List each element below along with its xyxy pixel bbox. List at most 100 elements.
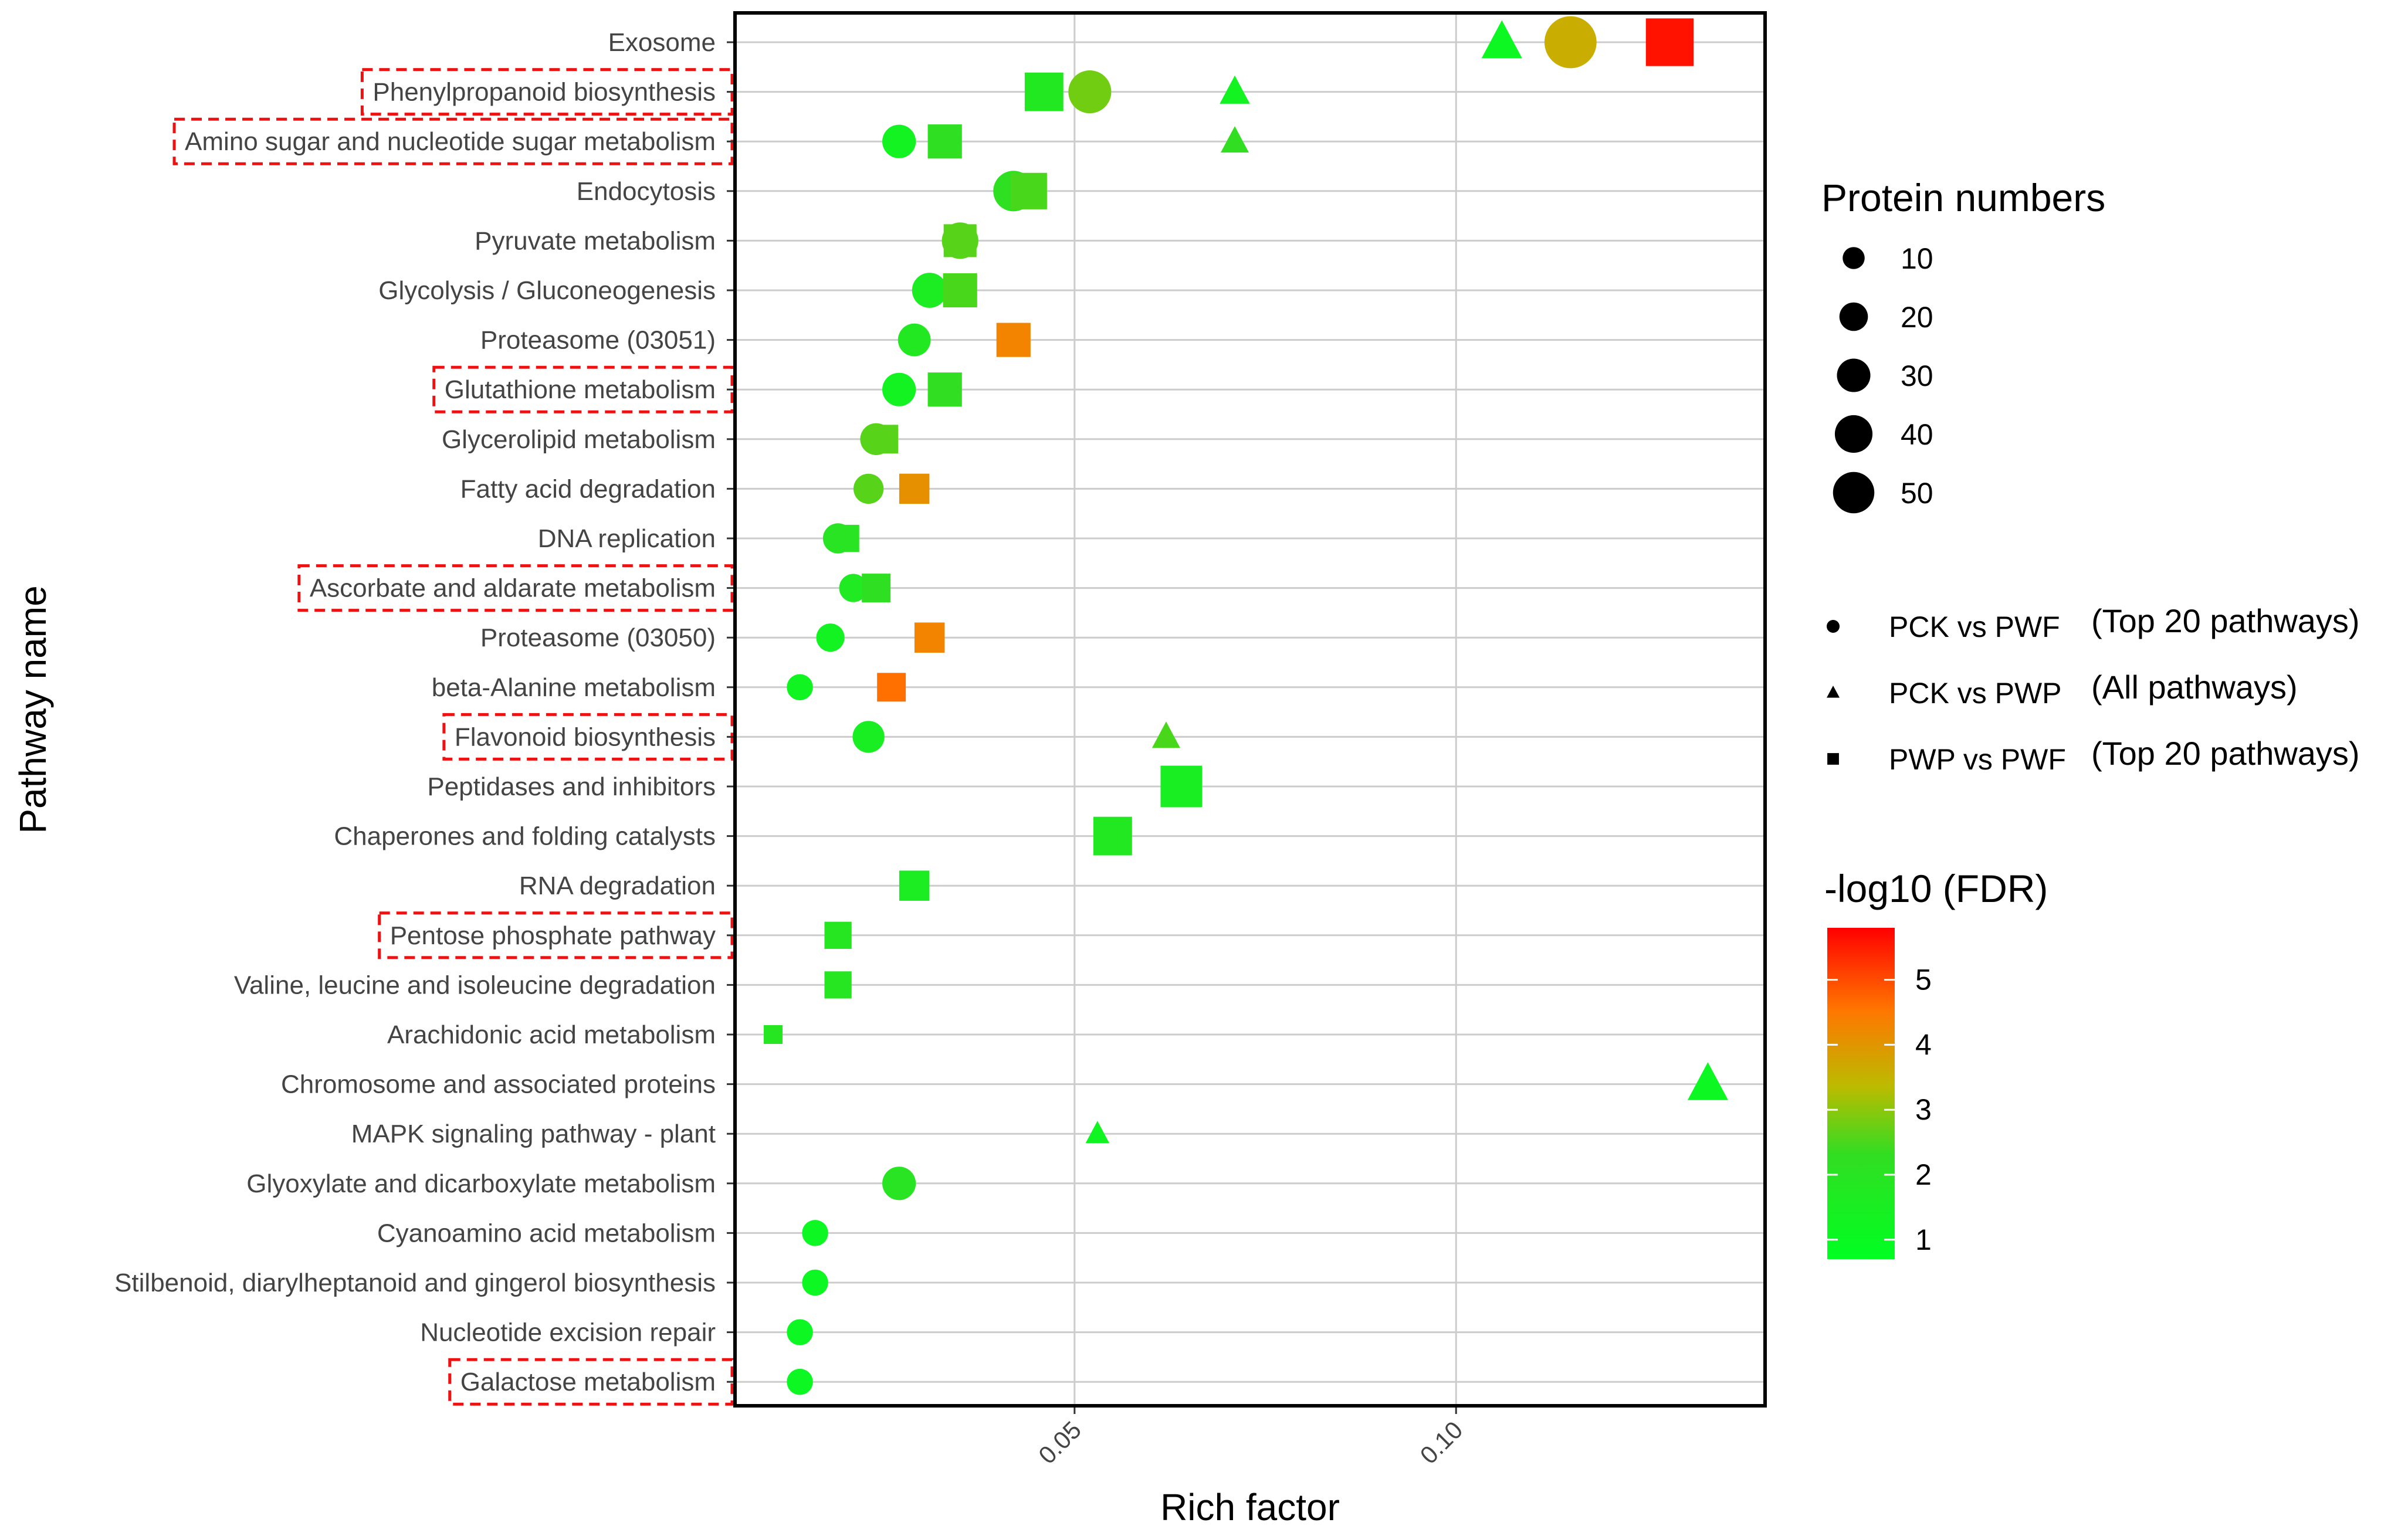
x-axis-title: Rich factor <box>1160 1486 1340 1526</box>
point-pwp-vs-pwf-glycolysis-gluconeogenesis <box>943 273 977 308</box>
point-pwp-vs-pwf-glutathione-metabolism <box>927 372 962 407</box>
point-pck-vs-pwf-proteasome-03050 <box>816 623 845 652</box>
point-pck-vs-pwp-flavonoid-biosynthesis <box>1151 721 1180 748</box>
color-legend: 1 2 3 4 5 <box>1827 964 1932 1256</box>
point-pwp-vs-pwf-peptidases-and-inhibitors <box>1160 765 1203 808</box>
color-tick-label-4: 4 <box>1915 1028 1932 1061</box>
point-pwp-vs-pwf-beta-alanine-metabolism <box>877 673 906 702</box>
y-tick-label-arachidonic-acid-metabolism: Arachidonic acid metabolism <box>387 1020 716 1049</box>
point-pwp-vs-pwf-dna-replication <box>832 524 859 552</box>
y-tick-label-mapk-signaling-pathway-plant: MAPK signaling pathway - plant <box>351 1120 716 1148</box>
point-pck-vs-pwf-phenylpropanoid-biosynthesis <box>1068 70 1112 114</box>
point-pck-vs-pwf-fatty-acid-degradation <box>853 473 884 504</box>
point-pwp-vs-pwf-amino-sugar-and-nucleotide-sugar-metabolism <box>927 124 962 159</box>
point-pck-vs-pwf-glycolysis-gluconeogenesis <box>912 273 947 308</box>
point-pck-vs-pwp-phenylpropanoid-biosynthesis <box>1220 75 1250 104</box>
y-tick-label-pentose-phosphate-pathway: Pentose phosphate pathway <box>390 921 716 950</box>
point-pwp-vs-pwf-pyruvate-metabolism <box>943 224 977 257</box>
size-legend-marker-10 <box>1843 247 1865 269</box>
y-tick-label-exosome: Exosome <box>608 28 716 57</box>
legend: Protein numbers 10 20 30 40 50 PCK vs PWF (To… <box>1821 176 2360 1259</box>
point-pck-vs-pwf-glutathione-metabolism <box>882 372 916 406</box>
y-tick-label-glycerolipid-metabolism: Glycerolipid metabolism <box>442 425 716 454</box>
y-tick-label-fatty-acid-degradation: Fatty acid degradation <box>460 474 716 503</box>
point-pck-vs-pwf-beta-alanine-metabolism <box>787 674 813 701</box>
panel-border <box>733 11 1767 1408</box>
size-legend: 10 20 30 40 50 <box>1833 242 1933 514</box>
y-tick-label-proteasome-03051: Proteasome (03051) <box>480 326 716 355</box>
color-tick-label-3: 3 <box>1915 1093 1932 1126</box>
shape-legend-marker-pck-vs-pwf <box>1827 620 1840 633</box>
y-tick-label-nucleotide-excision-repair: Nucleotide excision repair <box>420 1318 716 1347</box>
point-pwp-vs-pwf-exosome <box>1645 18 1694 66</box>
highlight-box-galactose-metabolism <box>448 1358 734 1406</box>
point-pck-vs-pwf-amino-sugar-and-nucleotide-sugar-metabolism <box>882 124 916 158</box>
shape-legend-note-pwp-vs-pwf: (Top 20 pathways) <box>2091 735 2360 772</box>
point-pck-vs-pwp-amino-sugar-and-nucleotide-sugar-metabolism <box>1220 126 1249 153</box>
color-tick-label-5: 5 <box>1915 964 1932 996</box>
shape-legend-note-pck-vs-pwf: (Top 20 pathways) <box>2091 602 2360 639</box>
y-tick-label-galactose-metabolism: Galactose metabolism <box>460 1368 716 1396</box>
y-tick-label-endocytosis: Endocytosis <box>577 177 716 206</box>
y-tick-label-glyoxylate-and-dicarboxylate-metabolism: Glyoxylate and dicarboxylate metabolism <box>246 1169 716 1198</box>
y-tick-label-dna-replication: DNA replication <box>538 524 716 553</box>
color-tick-label-1: 1 <box>1915 1223 1932 1256</box>
y-tick-label-chaperones-and-folding-catalysts: Chaperones and folding catalysts <box>334 822 716 851</box>
y-tick-label-stilbenoid-diarylheptanoid-and-gingerol-biosynthesis: Stilbenoid, diarylheptanoid and gingerol… <box>114 1269 716 1297</box>
point-pwp-vs-pwf-valine-leucine-and-isoleucine-degradation <box>824 971 852 999</box>
shape-legend: PCK vs PWF (Top 20 pathways) PCK vs PWP (Al… <box>1827 602 2360 776</box>
y-tick-label-pyruvate-metabolism: Pyruvate metabolism <box>475 226 716 255</box>
point-pck-vs-pwf-exosome <box>1544 16 1597 69</box>
y-tick-label-phenylpropanoid-biosynthesis: Phenylpropanoid biosynthesis <box>372 78 716 107</box>
size-legend-label-30: 30 <box>1901 360 1933 392</box>
shape-legend-marker-pwp-vs-pwf <box>1827 753 1839 765</box>
y-tick-label-chromosome-and-associated-proteins: Chromosome and associated proteins <box>281 1070 716 1099</box>
data-points <box>764 16 1728 1395</box>
point-pck-vs-pwp-exosome <box>1481 20 1522 59</box>
y-tick-label-glutathione-metabolism: Glutathione metabolism <box>445 375 716 404</box>
size-legend-marker-50 <box>1833 472 1875 514</box>
y-tick-label-rna-degradation: RNA degradation <box>519 871 716 900</box>
shape-legend-note-pck-vs-pwp: (All pathways) <box>2091 669 2298 706</box>
size-legend-marker-20 <box>1839 302 1868 331</box>
size-legend-label-40: 40 <box>1901 418 1933 451</box>
point-pck-vs-pwp-mapk-signaling-pathway-plant <box>1085 1121 1110 1144</box>
point-pwp-vs-pwf-chaperones-and-folding-catalysts <box>1093 816 1132 856</box>
point-pwp-vs-pwf-glycerolipid-metabolism <box>869 425 899 454</box>
y-tick-label-cyanoamino-acid-metabolism: Cyanoamino acid metabolism <box>377 1219 716 1247</box>
point-pck-vs-pwf-stilbenoid-diarylheptanoid-and-gingerol-biosynthesis <box>802 1269 828 1296</box>
point-pwp-vs-pwf-endocytosis <box>1010 172 1047 209</box>
y-tick-label-flavonoid-biosynthesis: Flavonoid biosynthesis <box>455 723 716 751</box>
point-pck-vs-pwf-galactose-metabolism <box>787 1368 813 1395</box>
point-pck-vs-pwf-glyoxylate-and-dicarboxylate-metabolism <box>882 1166 916 1201</box>
point-pck-vs-pwf-nucleotide-excision-repair <box>787 1319 813 1345</box>
y-tick-labels: Exosome Phenylpropanoid biosynthesis Amino… <box>114 28 735 1396</box>
shape-legend-marker-pck-vs-pwp <box>1827 686 1840 698</box>
point-pck-vs-pwf-flavonoid-biosynthesis <box>852 721 885 753</box>
grid-lines <box>735 13 1765 1406</box>
shape-legend-label-pck-vs-pwp: PCK vs PWP <box>1889 677 2061 710</box>
size-legend-marker-30 <box>1837 358 1871 392</box>
shape-legend-label-pwp-vs-pwf: PWP vs PWF <box>1889 743 2066 776</box>
x-tick-labels: 0.05 0.10 <box>1033 1406 1468 1469</box>
point-pck-vs-pwf-cyanoamino-acid-metabolism <box>802 1220 828 1246</box>
point-pck-vs-pwf-proteasome-03051 <box>898 323 931 357</box>
y-tick-label-beta-alanine-metabolism: beta-Alanine metabolism <box>432 673 716 702</box>
shape-legend-label-pck-vs-pwf: PCK vs PWF <box>1889 611 2060 643</box>
color-tick-label-2: 2 <box>1915 1158 1932 1191</box>
y-axis-title: Pathway name <box>12 585 54 833</box>
point-pwp-vs-pwf-arachidonic-acid-metabolism <box>764 1025 783 1045</box>
y-tick-label-amino-sugar-and-nucleotide-sugar-metabolism: Amino sugar and nucleotide sugar metabol… <box>185 127 716 156</box>
point-pwp-vs-pwf-phenylpropanoid-biosynthesis <box>1024 72 1064 111</box>
point-pwp-vs-pwf-fatty-acid-degradation <box>899 473 930 504</box>
size-legend-label-10: 10 <box>1901 242 1933 275</box>
point-pck-vs-pwf-ascorbate-and-aldarate-metabolism <box>839 574 868 602</box>
point-pwp-vs-pwf-rna-degradation <box>899 870 930 901</box>
size-legend-label-50: 50 <box>1901 477 1933 510</box>
y-tick-label-valine-leucine-and-isoleucine-degradation: Valine, leucine and isoleucine degradati… <box>234 971 716 999</box>
size-legend-label-20: 20 <box>1901 301 1933 334</box>
point-pwp-vs-pwf-proteasome-03050 <box>914 622 945 653</box>
x-tick-label-1: 0.10 <box>1415 1416 1468 1469</box>
x-tick-label-0: 0.05 <box>1033 1416 1086 1469</box>
